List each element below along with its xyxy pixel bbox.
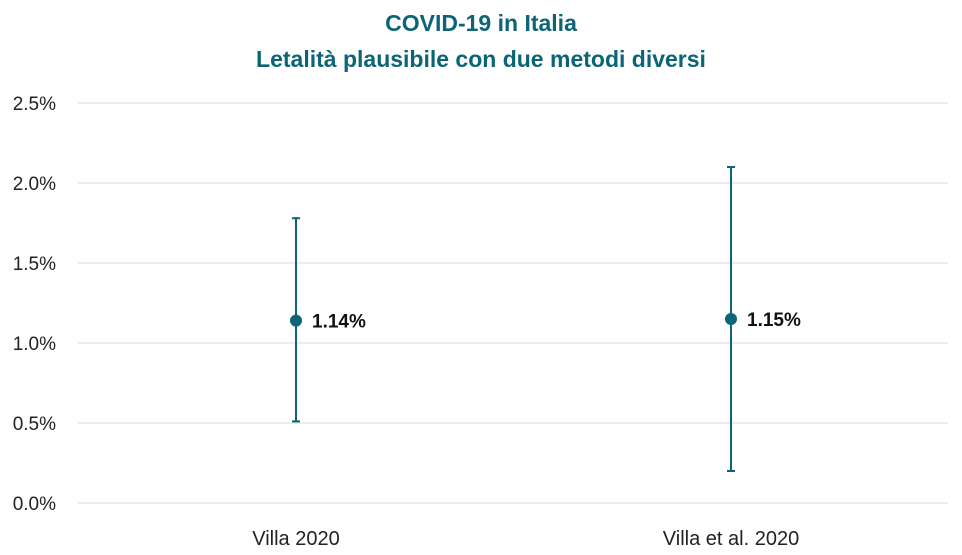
x-category-label: Villa 2020 [252,528,339,550]
data-label: 1.14% [312,312,366,333]
x-category-label: Villa et al. 2020 [663,528,799,550]
y-tick-label: 0.0% [13,494,56,515]
y-tick-label: 0.5% [13,414,56,435]
y-tick-label: 1.0% [13,334,56,355]
y-tick-label: 2.0% [13,174,56,195]
data-point [725,313,737,325]
data-label: 1.15% [747,310,801,331]
y-tick-label: 1.5% [13,254,56,275]
y-tick-label: 2.5% [13,94,56,115]
chart-title: COVID-19 in Italia [385,10,577,36]
chart-subtitle: Letalità plausibile con due metodi diver… [256,46,706,72]
data-point [290,314,302,327]
